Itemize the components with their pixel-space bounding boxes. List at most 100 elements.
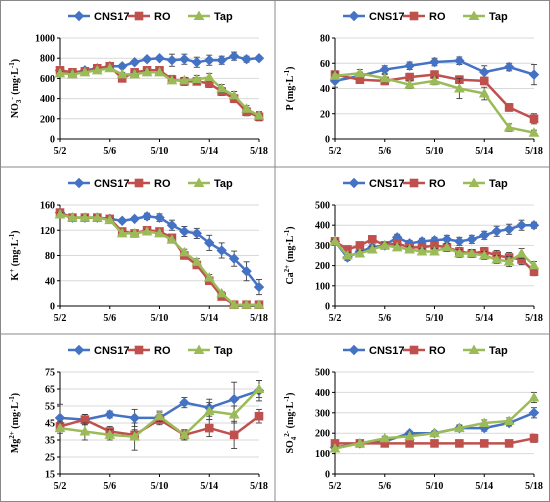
x-tick-label: 5/6	[103, 146, 116, 157]
y-tick-label: 100	[315, 449, 330, 460]
legend-label-ro: RO	[154, 11, 171, 23]
data-point	[404, 79, 415, 89]
data-point	[430, 439, 439, 448]
p-panel: CNS17 RO Tap 0 20 40 60 80 5/2 5/6 5/10 5/14 5/18 P (…	[283, 10, 543, 157]
data-point	[166, 234, 178, 244]
legend-label-tap: Tap	[489, 178, 508, 190]
data-point	[241, 103, 252, 113]
x-tick-label: 5/14	[200, 313, 218, 324]
legend-marker	[193, 344, 205, 354]
data-point	[429, 75, 440, 85]
data-point	[129, 68, 140, 79]
legend-label-ro: RO	[429, 11, 446, 23]
data-point	[91, 64, 103, 75]
data-point	[528, 127, 540, 137]
y-tick-label: 60	[320, 59, 330, 70]
y-tick-label: 20	[320, 109, 330, 120]
y-tick-label: 45	[45, 419, 55, 430]
data-point	[466, 234, 478, 245]
data-point	[516, 219, 527, 231]
data-point	[479, 66, 490, 78]
data-point	[166, 219, 178, 231]
data-point	[491, 254, 503, 264]
data-point	[104, 429, 116, 439]
legend-marker	[193, 177, 205, 187]
x-tick-label: 5/18	[525, 313, 543, 324]
y-tick-label: 300	[315, 241, 330, 252]
y-tick-label: 75	[45, 368, 55, 379]
legend-marker	[193, 10, 205, 20]
x-tick-label: 5/14	[200, 481, 218, 492]
data-point	[54, 67, 66, 78]
data-point	[529, 434, 539, 443]
x-tick-label: 5/6	[103, 481, 116, 492]
y-tick-label: 0	[325, 470, 330, 481]
y-tick-label: 400	[315, 221, 330, 232]
data-point	[204, 237, 215, 249]
data-point	[216, 82, 228, 93]
data-point	[116, 215, 128, 226]
y-tick-label: 100	[315, 281, 330, 292]
legend-marker	[134, 11, 144, 21]
x-tick-label: 5/18	[250, 313, 268, 324]
data-point	[216, 287, 228, 298]
y-tick-label: 500	[315, 201, 330, 212]
data-point	[466, 247, 478, 258]
data-point	[354, 437, 366, 448]
data-point	[229, 430, 239, 440]
data-point	[516, 247, 527, 258]
y-tick-label: 0	[325, 302, 330, 313]
legend-label-ro: RO	[429, 178, 446, 190]
legend-marker	[468, 177, 480, 187]
data-point	[528, 407, 540, 419]
data-point	[454, 55, 465, 66]
legend-marker	[348, 344, 360, 356]
y-tick-label: 55	[45, 402, 55, 413]
legend-label-ro: RO	[154, 178, 171, 190]
y-tick-label: 80	[320, 34, 330, 45]
data-point	[503, 122, 515, 132]
y-tick-label: 35	[45, 436, 55, 447]
data-point	[253, 110, 265, 120]
data-point	[154, 66, 165, 77]
x-tick-label: 5/18	[525, 146, 543, 157]
data-point	[129, 227, 140, 238]
mg-panel: CNS17 RO Tap 15 25 35 45 55 65 75 5/2 5/6 5/10 5/14 5/…	[8, 344, 268, 492]
series-tap	[329, 67, 540, 137]
data-point	[203, 405, 215, 416]
series-tap	[329, 391, 540, 453]
data-point	[429, 427, 440, 438]
data-point	[253, 52, 265, 64]
data-point	[80, 415, 90, 424]
data-point	[528, 219, 540, 231]
so4-panel: CNS17 RO Tap 0 100 200 300 400 500 5/2 5/6 5/10 5/14…	[283, 344, 543, 492]
y-tick-label: 400	[315, 388, 330, 399]
data-point	[129, 431, 140, 441]
data-point	[429, 245, 440, 256]
y-axis-label: SO42- (mg·L-1)	[283, 392, 298, 453]
data-point	[203, 71, 215, 82]
data-point	[379, 64, 390, 75]
x-tick-label: 5/18	[525, 481, 543, 492]
data-point	[404, 243, 415, 254]
y-tick-label: 600	[40, 74, 55, 85]
data-point	[491, 226, 502, 237]
no3-panel: CNS17 RO Tap 0 200 400 600 800 1000 5/2 5/6 5/10 5/1…	[8, 10, 268, 157]
data-point	[479, 230, 490, 241]
legend-label-cns17: CNS17	[369, 345, 404, 357]
data-point	[228, 393, 240, 405]
legend-label-tap: Tap	[214, 345, 233, 357]
data-point	[529, 114, 539, 124]
data-point	[404, 430, 415, 441]
y-tick-label: 0	[50, 302, 55, 313]
y-axis-label: Ca2+ (mg·L-1)	[283, 226, 296, 284]
data-point	[504, 439, 514, 448]
y-axis-label: K+ (mg·L-1)	[8, 230, 21, 280]
data-point	[379, 72, 391, 83]
data-point	[368, 235, 377, 244]
x-tick-label: 5/2	[54, 313, 67, 324]
legend-marker	[409, 178, 419, 188]
data-point	[241, 266, 252, 277]
data-point	[129, 57, 140, 68]
series-line	[59, 211, 260, 288]
